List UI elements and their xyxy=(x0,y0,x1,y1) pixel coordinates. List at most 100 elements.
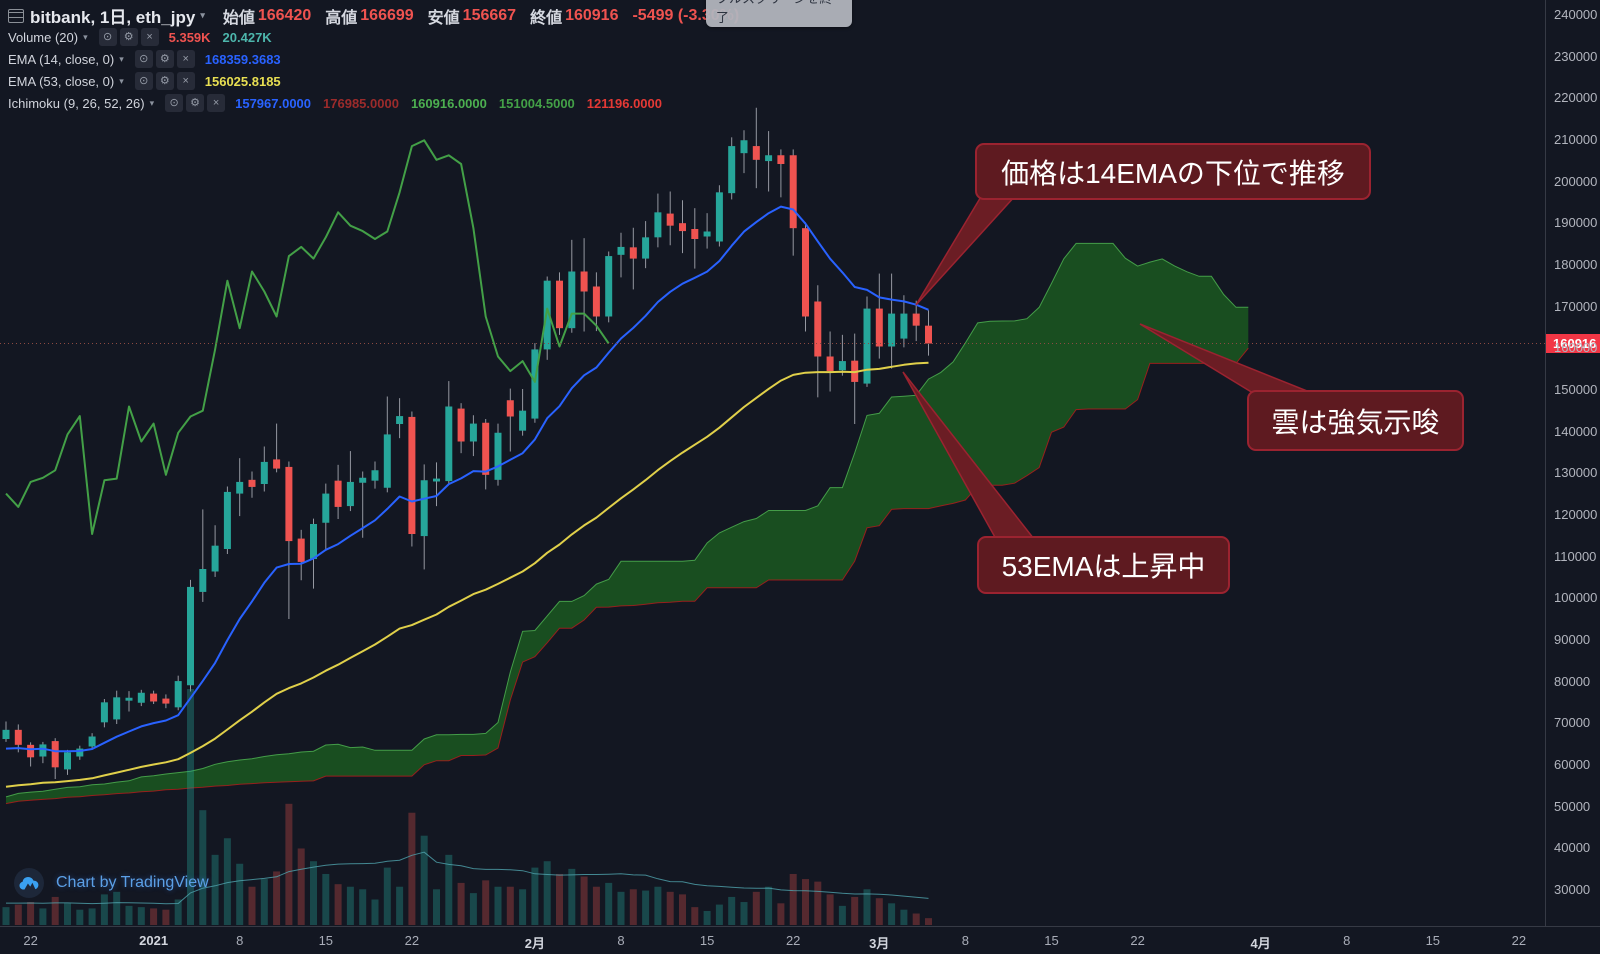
indicator-row-ema14[interactable]: EMA (14, close, 0) ▾ ⊙ ⚙ × 168359.3683 xyxy=(8,49,293,69)
candle-body xyxy=(482,422,490,475)
ema53-line xyxy=(5,361,929,788)
time-tick-label: 4月 xyxy=(1250,936,1271,951)
indicator-name: Volume (20) xyxy=(8,29,79,45)
volume-bar xyxy=(826,894,834,925)
volume-bar xyxy=(383,867,391,925)
indicator-name: EMA (14, close, 0) xyxy=(8,51,115,67)
open-label: 始値 xyxy=(222,9,255,27)
ema14-line xyxy=(5,205,929,753)
candle-body xyxy=(39,744,47,757)
candle-body xyxy=(826,356,834,372)
time-tick-label: 2021 xyxy=(139,933,169,948)
candle-body xyxy=(691,229,699,239)
volume-bar xyxy=(580,876,588,925)
eye-icon[interactable]: ⊙ xyxy=(165,94,184,112)
annotation-53ema-rising[interactable]: 53EMAは上昇中 xyxy=(977,536,1230,594)
symbol-title[interactable]: bitbank, 1日, eth_jpy xyxy=(30,8,196,27)
volume-bar xyxy=(629,889,637,925)
time-tick-label: 8 xyxy=(961,933,970,948)
indicator-row-volume[interactable]: Volume (20) ▾ ⊙ ⚙ × 5.359K 20.427K xyxy=(8,27,284,47)
chart-menu-icon[interactable] xyxy=(8,8,24,23)
candle-body xyxy=(568,271,576,329)
volume-bar xyxy=(469,893,477,925)
eye-icon[interactable]: ⊙ xyxy=(134,50,153,68)
volume-bar xyxy=(76,909,84,925)
indicator-row-ichimoku[interactable]: Ichimoku (9, 26, 52, 26) ▾ ⊙ ⚙ × 157967.0000 1… xyxy=(8,93,674,113)
time-tick-label: 8 xyxy=(236,933,244,948)
volume-bar xyxy=(211,854,219,925)
close-icon[interactable]: × xyxy=(176,72,195,90)
eye-icon[interactable]: ⊙ xyxy=(98,28,117,46)
last-price-label: 160916 xyxy=(1546,334,1600,354)
ichimoku-cloud xyxy=(6,243,1249,804)
candle-body xyxy=(51,741,59,768)
close-icon[interactable]: × xyxy=(207,94,226,112)
indicator-value: 176985.0000 xyxy=(323,95,399,111)
chevron-down-icon[interactable]: ▾ xyxy=(83,31,88,42)
candle-body xyxy=(506,400,514,417)
candle-body xyxy=(556,280,563,329)
candle-body xyxy=(199,569,207,592)
chevron-down-icon[interactable]: ▾ xyxy=(149,97,155,108)
gear-icon[interactable]: ⚙ xyxy=(155,50,174,68)
volume-bar xyxy=(433,889,440,925)
candle-body xyxy=(740,140,748,154)
candle-body xyxy=(383,434,391,488)
candle-body xyxy=(14,729,22,745)
tooltip-text: フルスクリーンを終了 xyxy=(716,0,832,25)
gear-icon[interactable]: ⚙ xyxy=(155,72,174,90)
chevron-down-icon[interactable]: ▾ xyxy=(119,75,124,86)
candle-body xyxy=(888,313,896,347)
candle-body xyxy=(580,271,588,292)
indicator-row-ema53[interactable]: EMA (53, close, 0) ▾ ⊙ ⚙ × 156025.8185 xyxy=(8,71,293,91)
price-tick-label: 200000 xyxy=(1554,173,1598,189)
volume-bar xyxy=(482,880,490,925)
close-icon[interactable]: × xyxy=(176,50,195,68)
chevron-down-icon[interactable]: ▾ xyxy=(119,53,124,64)
candle-body xyxy=(273,459,281,469)
volume-bar xyxy=(420,835,428,925)
gear-icon[interactable]: ⚙ xyxy=(186,94,205,112)
volume-bar xyxy=(888,903,896,925)
volume-bar xyxy=(199,810,207,925)
indicator-name: Ichimoku (9, 26, 52, 26) xyxy=(8,95,145,111)
price-tick-label: 40000 xyxy=(1554,840,1591,856)
volume-bar xyxy=(273,871,281,925)
price-tick-label: 130000 xyxy=(1554,465,1598,481)
time-axis[interactable]: 22 2021 8 15 22 2月 8 15 22 3月 8 15 22 4月 8 15 22 xyxy=(0,926,1600,954)
volume-bar xyxy=(666,891,674,925)
volume-bar xyxy=(346,886,354,925)
candle-body xyxy=(863,308,871,384)
indicator-value: 160916.0000 xyxy=(410,95,487,111)
chevron-down-icon[interactable]: ▾ xyxy=(200,10,205,20)
close-icon[interactable]: × xyxy=(140,28,159,46)
price-axis[interactable]: 160916 30000 40000 50000 60000 70000 80000 900… xyxy=(1545,0,1600,926)
candle-body xyxy=(174,681,182,708)
volume-bar xyxy=(457,882,465,925)
volume-bar xyxy=(39,908,47,925)
volume-bar xyxy=(519,889,527,925)
annotation-cloud-bullish[interactable]: 雲は強気示唆 xyxy=(1247,390,1464,451)
attribution-text: Chart by TradingView xyxy=(56,874,209,891)
price-tick-label: 120000 xyxy=(1554,507,1598,522)
volume-bar xyxy=(51,896,59,925)
volume-bar xyxy=(642,890,650,925)
price-tick-label: 70000 xyxy=(1554,715,1591,731)
candle-body xyxy=(310,524,317,559)
candle-body xyxy=(531,349,539,419)
volume-bar xyxy=(359,889,367,925)
indicator-values: 156025.8185 xyxy=(205,74,293,89)
candle-body xyxy=(27,744,35,758)
gear-icon[interactable]: ⚙ xyxy=(119,28,138,46)
price-tick-label: 140000 xyxy=(1554,423,1598,439)
eye-icon[interactable]: ⊙ xyxy=(134,72,153,90)
annotation-price-below-14ema[interactable]: 価格は14EMAの下位で推移 xyxy=(975,143,1371,200)
close-value: 160916 xyxy=(565,6,619,24)
time-tick-label: 22 xyxy=(1130,933,1145,948)
candle-body xyxy=(900,313,908,339)
volume-bar xyxy=(506,886,514,925)
volume-bar xyxy=(137,907,145,925)
tradingview-attribution[interactable]: Chart by TradingView xyxy=(14,868,209,898)
candle-body xyxy=(469,423,477,442)
